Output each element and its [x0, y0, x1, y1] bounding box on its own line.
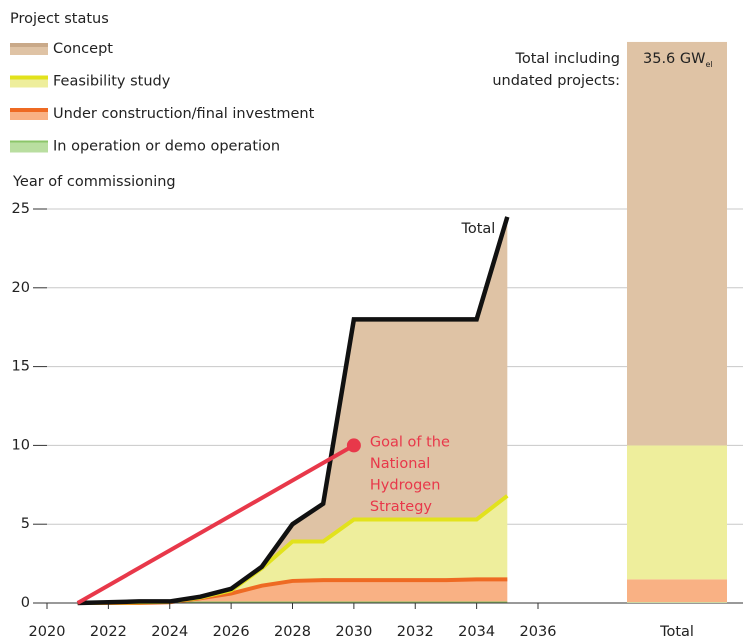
legend-swatch-line	[10, 75, 48, 80]
total-line	[77, 216, 510, 606]
total-bar-segment	[627, 445, 727, 580]
goal-label: Goal of the	[370, 434, 450, 450]
x-tick-label: 2028	[274, 624, 311, 640]
y-tick-label: 5	[21, 516, 30, 532]
total-line-label: Total	[460, 221, 495, 237]
y-tick-label: 10	[12, 437, 30, 453]
x-tick-label: 2032	[397, 624, 434, 640]
total-value-text: 35.6 GW	[643, 51, 705, 67]
x-tick-label: 2030	[335, 624, 372, 640]
goal-line	[76, 443, 355, 605]
legend-title: Project status	[10, 11, 109, 27]
x-tick-label: 2026	[213, 624, 250, 640]
goal-point	[346, 438, 361, 453]
goal-label: National	[370, 456, 430, 472]
legend-swatch	[10, 140, 48, 153]
total-bar-segment	[627, 41, 727, 446]
area	[77, 579, 508, 603]
area	[77, 495, 508, 603]
legend-swatch-line	[10, 43, 48, 47]
total-annotation: undated projects:	[492, 73, 620, 89]
y-axis-label: Year of commissioning	[12, 174, 176, 190]
legend-label: In operation or demo operation	[53, 139, 280, 155]
total-bar-segment	[627, 602, 727, 603]
area	[77, 216, 508, 603]
y-tick-label: 25	[12, 201, 30, 217]
x-tick-label: 2020	[29, 624, 66, 640]
legend-label: Under construction/final investment	[53, 106, 315, 122]
total-value-sub: el	[705, 60, 712, 69]
goal-label: Hydrogen	[370, 477, 441, 493]
total-value-label: 35.6 GWel	[643, 51, 713, 69]
y-tick-label: 15	[12, 359, 30, 375]
goal-label: Strategy	[370, 499, 433, 515]
total-bar-label: Total	[659, 624, 694, 640]
x-tick-label: 2034	[458, 624, 495, 640]
x-tick-label: 2036	[520, 624, 557, 640]
legend-label: Concept	[53, 41, 113, 57]
x-tick-label: 2022	[90, 624, 127, 640]
legend-swatch-line	[10, 108, 48, 112]
legend-swatch-line	[10, 140, 48, 143]
total-bar-segment	[627, 579, 727, 603]
x-tick-label: 2024	[151, 624, 188, 640]
legend-label: Feasibility study	[53, 74, 171, 90]
total-annotation: Total including	[514, 51, 620, 67]
y-tick-label: 0	[21, 595, 30, 611]
y-tick-label: 20	[12, 280, 30, 296]
